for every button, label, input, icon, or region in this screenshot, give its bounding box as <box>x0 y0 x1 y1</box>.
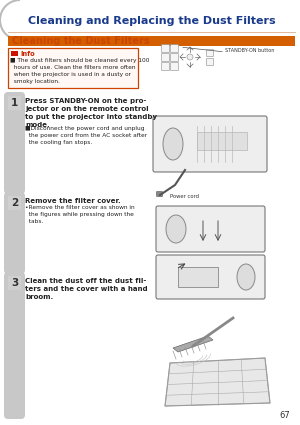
Text: Press STANDBY-ON on the pro-
jector or on the remote control
to put the projecto: Press STANDBY-ON on the pro- jector or o… <box>25 98 157 128</box>
Text: STANDBY-ON button: STANDBY-ON button <box>225 48 274 53</box>
Bar <box>197 132 247 150</box>
FancyBboxPatch shape <box>206 49 214 57</box>
Ellipse shape <box>163 128 183 160</box>
Text: ■ The dust filters should be cleaned every 100
  hours of use. Clean the filters: ■ The dust filters should be cleaned eve… <box>10 58 149 84</box>
Bar <box>8 276 21 290</box>
FancyBboxPatch shape <box>170 54 178 62</box>
FancyBboxPatch shape <box>161 54 169 62</box>
FancyBboxPatch shape <box>161 62 169 71</box>
FancyBboxPatch shape <box>156 255 265 299</box>
Bar <box>178 267 218 287</box>
FancyBboxPatch shape <box>4 192 25 274</box>
FancyBboxPatch shape <box>8 48 138 88</box>
Bar <box>11 51 18 56</box>
FancyBboxPatch shape <box>170 45 178 53</box>
Text: Clean the dust off the dust fil-
ters and the cover with a hand
broom.: Clean the dust off the dust fil- ters an… <box>25 278 148 300</box>
Polygon shape <box>165 358 270 406</box>
Text: Power cord: Power cord <box>170 194 199 199</box>
Text: ■Disconnect the power cord and unplug
  the power cord from the AC socket after
: ■Disconnect the power cord and unplug th… <box>25 126 147 145</box>
Text: Cleaning and Replacing the Dust Filters: Cleaning and Replacing the Dust Filters <box>28 16 276 26</box>
FancyBboxPatch shape <box>157 192 163 196</box>
FancyBboxPatch shape <box>4 92 25 194</box>
Ellipse shape <box>166 215 186 243</box>
Polygon shape <box>173 336 213 352</box>
FancyBboxPatch shape <box>153 116 267 172</box>
Text: 1: 1 <box>11 98 18 108</box>
FancyBboxPatch shape <box>170 62 178 71</box>
Text: Info: Info <box>20 51 34 57</box>
Bar <box>8 96 21 110</box>
FancyBboxPatch shape <box>4 272 25 419</box>
Text: 3: 3 <box>11 278 18 288</box>
FancyBboxPatch shape <box>161 45 169 53</box>
Bar <box>8 36 295 46</box>
Text: Cleaning the Dust Filters: Cleaning the Dust Filters <box>12 36 150 46</box>
FancyBboxPatch shape <box>206 59 214 65</box>
Text: 2: 2 <box>11 198 18 208</box>
Text: •Remove the filter cover as shown in
  the figures while pressing down the
  tab: •Remove the filter cover as shown in the… <box>25 205 135 224</box>
Ellipse shape <box>237 264 255 290</box>
Ellipse shape <box>187 54 193 60</box>
Bar <box>8 196 21 210</box>
Text: Remove the filter cover.: Remove the filter cover. <box>25 198 121 204</box>
Text: 67: 67 <box>279 411 290 420</box>
FancyBboxPatch shape <box>156 206 265 252</box>
